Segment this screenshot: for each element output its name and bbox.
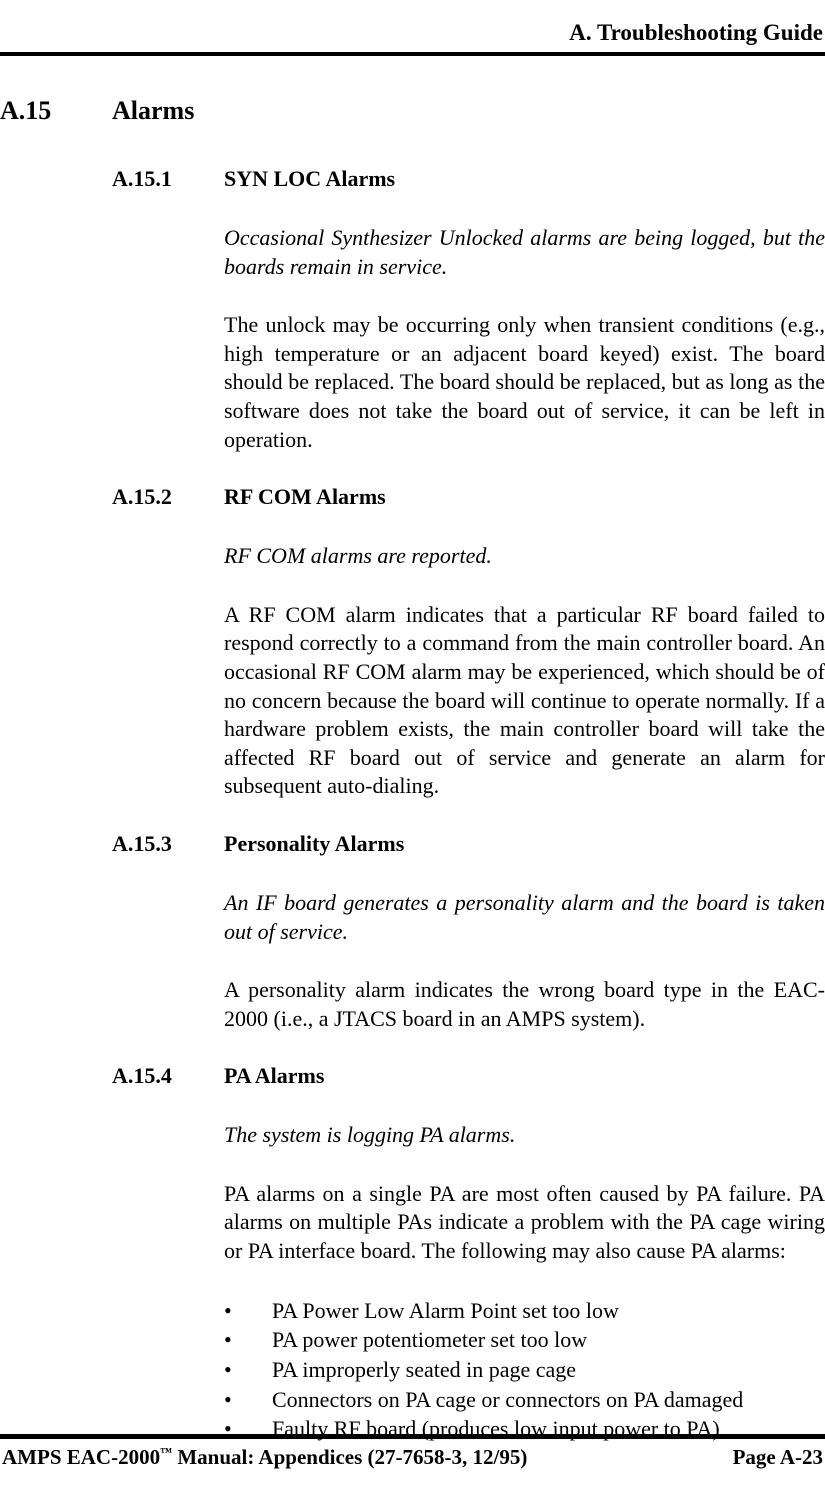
subsection-heading: A.15.3 Personality Alarms xyxy=(0,831,825,857)
content: A.15 Alarms A.15.1 SYN LOC Alarms Occasi… xyxy=(0,56,825,1444)
bullet-icon: • xyxy=(224,1296,272,1326)
symptom-text: The system is logging PA alarms. xyxy=(224,1121,825,1150)
section-number: A.15 xyxy=(0,96,112,126)
list-item: • PA Power Low Alarm Point set too low xyxy=(224,1296,825,1326)
footer-left-prefix: AMPS EAC-2000 xyxy=(2,1445,160,1469)
symptom-text: RF COM alarms are reported. xyxy=(224,542,825,571)
subsection-number: A.15.4 xyxy=(112,1063,224,1089)
subsection-number: A.15.3 xyxy=(112,831,224,857)
bullet-icon: • xyxy=(224,1325,272,1355)
list-item: • PA power potentiometer set too low xyxy=(224,1325,825,1355)
trademark-icon: ™ xyxy=(160,1445,172,1459)
section-heading: A.15 Alarms xyxy=(0,96,825,126)
subsection-heading: A.15.1 SYN LOC Alarms xyxy=(0,166,825,192)
subsection-heading: A.15.4 PA Alarms xyxy=(0,1063,825,1089)
footer-left-suffix: Manual: Appendices (27-7658-3, 12/95) xyxy=(172,1445,527,1469)
subsection-number: A.15.2 xyxy=(112,484,224,510)
body-text: PA alarms on a single PA are most often … xyxy=(224,1180,825,1266)
subsection-title: PA Alarms xyxy=(224,1063,324,1089)
subsection-heading: A.15.2 RF COM Alarms xyxy=(0,484,825,510)
subsection-title: RF COM Alarms xyxy=(224,484,386,510)
body-text: The unlock may be occurring only when tr… xyxy=(224,311,825,454)
page-footer: AMPS EAC-2000™ Manual: Appendices (27-76… xyxy=(0,1434,825,1470)
section-title: Alarms xyxy=(112,96,194,126)
list-item: • Connectors on PA cage or connectors on… xyxy=(224,1385,825,1415)
list-item-text: PA improperly seated in page cage xyxy=(272,1355,576,1385)
body-text: A RF COM alarm indicates that a particul… xyxy=(224,601,825,801)
bullet-icon: • xyxy=(224,1385,272,1415)
bullet-icon: • xyxy=(224,1355,272,1385)
list-item-text: Connectors on PA cage or connectors on P… xyxy=(272,1385,743,1415)
list-item: • PA improperly seated in page cage xyxy=(224,1355,825,1385)
subsection-title: SYN LOC Alarms xyxy=(224,166,395,192)
symptom-text: Occasional Synthesizer Unlocked alarms a… xyxy=(224,224,825,281)
list-item-text: PA power potentiometer set too low xyxy=(272,1325,587,1355)
body-text: A personality alarm indicates the wrong … xyxy=(224,976,825,1033)
symptom-text: An IF board generates a personality alar… xyxy=(224,889,825,946)
footer-left: AMPS EAC-2000™ Manual: Appendices (27-76… xyxy=(2,1445,527,1470)
list-item-text: PA Power Low Alarm Point set too low xyxy=(272,1296,619,1326)
subsection-number: A.15.1 xyxy=(112,166,224,192)
running-head: A. Troubleshooting Guide xyxy=(0,20,825,46)
footer-right: Page A-23 xyxy=(733,1445,823,1470)
footer-line: AMPS EAC-2000™ Manual: Appendices (27-76… xyxy=(0,1439,825,1470)
page: A. Troubleshooting Guide A.15 Alarms A.1… xyxy=(0,0,825,1498)
bullet-list: • PA Power Low Alarm Point set too low •… xyxy=(224,1296,825,1444)
subsection-title: Personality Alarms xyxy=(224,831,404,857)
